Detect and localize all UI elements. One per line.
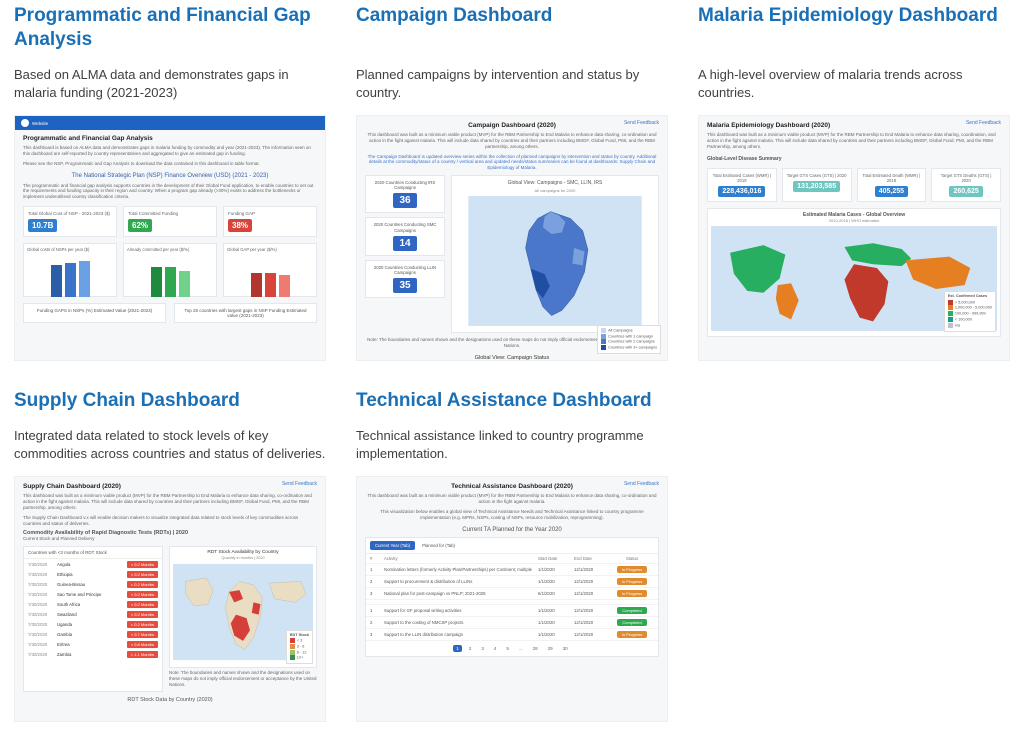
thumbnail-programmatic[interactable]: Website Programmatic and Financial Gap A… xyxy=(14,115,326,361)
card-description: Integrated data related to stock levels … xyxy=(14,427,326,462)
card-programmatic-gap: Programmatic and Financial Gap Analysis … xyxy=(14,4,326,361)
card-description: Planned campaigns by intervention and st… xyxy=(356,66,668,101)
card-title-link[interactable]: Campaign Dashboard xyxy=(356,4,668,52)
card-title-link[interactable]: Programmatic and Financial Gap Analysis xyxy=(14,4,326,52)
card-supply-chain: Supply Chain Dashboard Integrated data r… xyxy=(14,389,326,722)
thumbnail-supply-chain[interactable]: Send Feedback Supply Chain Dashboard (20… xyxy=(14,476,326,722)
thumbnail-epidemiology[interactable]: Send Feedback Malaria Epidemiology Dashb… xyxy=(698,115,1010,361)
card-epidemiology: Malaria Epidemiology Dashboard A high-le… xyxy=(698,4,1010,361)
card-description: Technical assistance linked to country p… xyxy=(356,427,668,462)
thumbnail-campaign[interactable]: Send Feedback Campaign Dashboard (2020) … xyxy=(356,115,668,361)
thumbnail-technical-assistance[interactable]: Send Feedback Technical Assistance Dashb… xyxy=(356,476,668,722)
card-description: Based on ALMA data and demonstrates gaps… xyxy=(14,66,326,101)
card-title-link[interactable]: Malaria Epidemiology Dashboard xyxy=(698,4,1010,52)
map-africa-icon xyxy=(456,196,654,326)
card-technical-assistance: Technical Assistance Dashboard Technical… xyxy=(356,389,668,722)
card-description: A high-level overview of malaria trends … xyxy=(698,66,1010,101)
dashboard-grid: Programmatic and Financial Gap Analysis … xyxy=(14,4,1010,722)
card-title-link[interactable]: Technical Assistance Dashboard xyxy=(356,389,668,413)
card-campaign: Campaign Dashboard Planned campaigns by … xyxy=(356,4,668,361)
card-title-link[interactable]: Supply Chain Dashboard xyxy=(14,389,326,413)
